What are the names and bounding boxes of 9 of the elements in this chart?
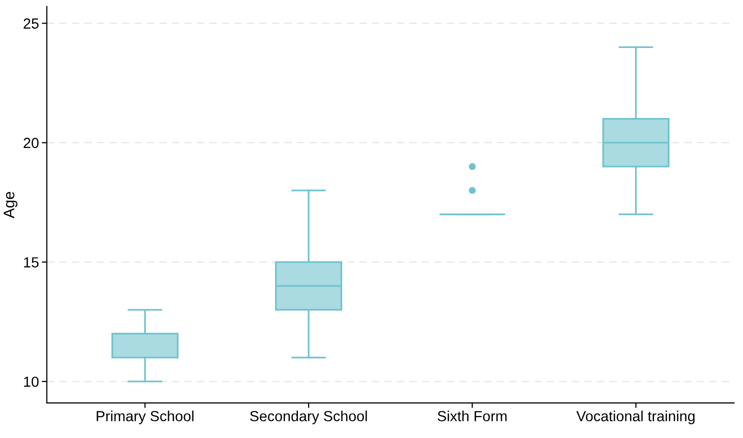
y-tick-label: 15	[24, 257, 39, 268]
x-tick-label: Vocational training	[576, 410, 695, 424]
y-tick-label: 25	[24, 18, 39, 29]
x-tick-label: Sixth Form	[438, 410, 507, 422]
y-axis-title: Age	[4, 192, 18, 218]
x-tick-label: Primary School	[96, 410, 194, 424]
y-tick-label: 10	[24, 376, 39, 387]
y-tick-label: 20	[24, 138, 39, 148]
x-tick-label: Secondary School	[250, 410, 367, 424]
